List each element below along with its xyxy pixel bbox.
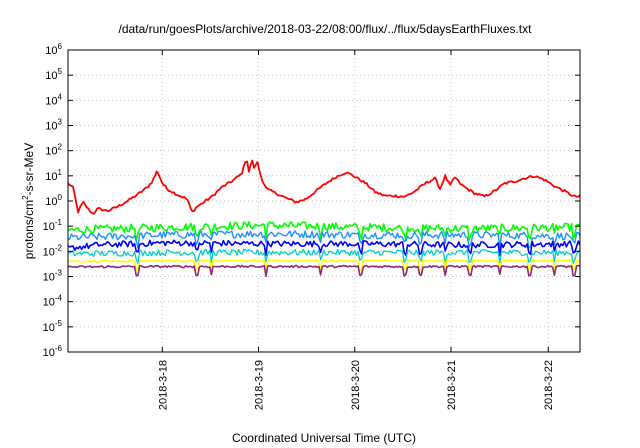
flux-series-7 [67, 264, 581, 277]
flux-series-1 [67, 159, 581, 215]
y-axis-label: protons/cm2-s-sr-MeV [21, 143, 36, 259]
x-axis-label: Coordinated Universal Time (UTC) [232, 431, 416, 445]
x-tick-label: 2018-3-21 [446, 360, 458, 410]
y-tick-label: 10-4 [43, 294, 63, 309]
y-tick-label: 10-5 [43, 319, 63, 334]
x-tick-label: 2018-3-18 [157, 360, 169, 410]
y-tick-label: 10-2 [43, 243, 63, 258]
y-tick-label: 10-6 [43, 344, 63, 359]
chart-title: /data/run/goesPlots/archive/2018-03-22/0… [119, 22, 533, 36]
flux-series-4 [67, 239, 581, 257]
x-tick-label: 2018-3-20 [350, 360, 362, 410]
x-tick-label: 2018-3-19 [254, 360, 266, 410]
grid-lines [68, 50, 580, 352]
series-layer [67, 159, 581, 277]
flux-series-2 [67, 221, 581, 242]
y-tick-label: 105 [45, 67, 62, 82]
y-tick-label: 106 [45, 42, 62, 57]
y-tick-label: 10-3 [43, 269, 63, 284]
flux-series-5 [67, 248, 581, 264]
flux-series-3 [67, 230, 581, 249]
y-tick-label: 100 [45, 193, 62, 208]
y-tick-label: 104 [45, 92, 62, 107]
y-tick-label: 101 [45, 168, 62, 183]
flux-series-6 [67, 259, 581, 272]
y-tick-label: 103 [45, 118, 62, 133]
x-tick-label: 2018-3-22 [543, 360, 555, 410]
axis-ticks: 10-6 10-5 10-4 10-3 10-2 10-1 100 101 102 103 104 1… [43, 42, 580, 410]
y-tick-label: 102 [45, 143, 62, 158]
y-tick-label: 10-1 [43, 218, 63, 233]
